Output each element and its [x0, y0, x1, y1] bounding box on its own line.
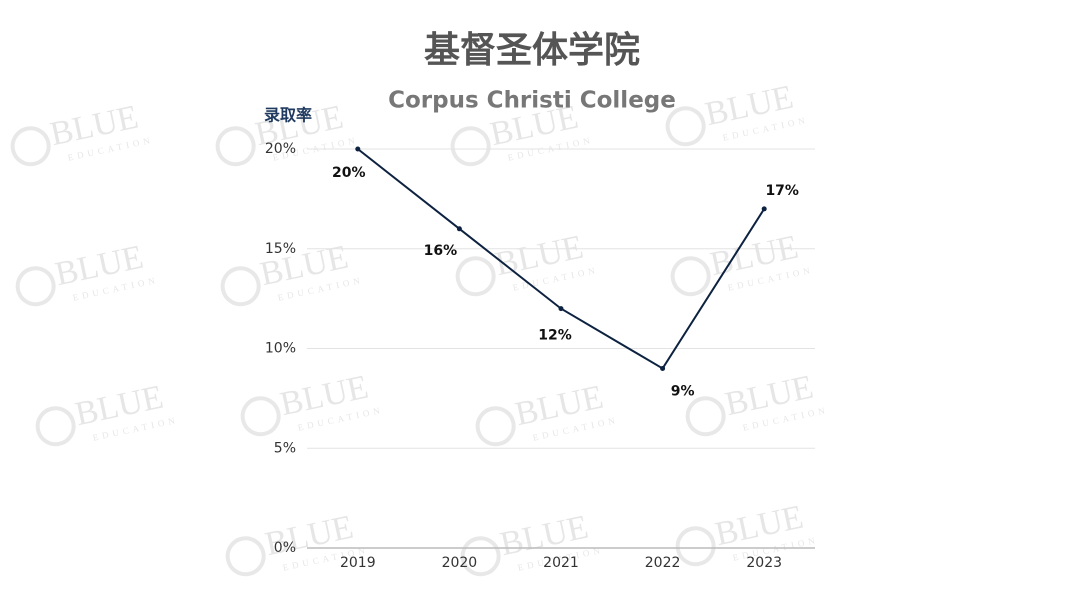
- y-tick-label: 20%: [265, 141, 296, 157]
- y-axis-label: 录取率: [264, 106, 312, 125]
- value-label: 9%: [671, 383, 695, 399]
- watermark-badge: [670, 256, 711, 297]
- watermark-badge: [675, 526, 716, 567]
- x-tick-label: 2019: [340, 555, 376, 571]
- y-tick-label: 5%: [274, 440, 296, 456]
- chart-subtitle: Corpus Christi College: [388, 88, 676, 114]
- x-tick-label: 2022: [645, 555, 681, 571]
- watermark-badge: [240, 396, 281, 437]
- point: [456, 226, 462, 232]
- x-tick-label: 2021: [543, 555, 579, 571]
- point: [660, 365, 666, 371]
- value-label: 12%: [538, 328, 572, 344]
- watermark-badge: [215, 126, 256, 167]
- watermark-badge: [15, 266, 56, 307]
- value-label: 20%: [332, 165, 366, 181]
- watermark-badge: [665, 106, 706, 147]
- x-tick-label: 2020: [442, 555, 478, 571]
- y-tick-label: 0%: [274, 540, 296, 556]
- watermark-badge: [450, 126, 491, 167]
- watermark-badge: [225, 536, 266, 577]
- watermark-badge: [35, 406, 76, 447]
- watermark-badge: [460, 536, 501, 577]
- watermark-badge: [220, 266, 261, 307]
- x-tick-label: 2023: [746, 555, 782, 571]
- chart-title: 基督圣体学院: [424, 29, 640, 71]
- watermark-badge: [10, 126, 51, 167]
- point: [558, 306, 564, 312]
- watermark-badge: [455, 256, 496, 297]
- point: [761, 206, 767, 212]
- point: [355, 146, 361, 152]
- watermark-badge: [685, 396, 726, 437]
- watermark-badge: [475, 406, 516, 447]
- y-tick-label: 10%: [265, 341, 296, 357]
- y-tick-label: 15%: [265, 241, 296, 257]
- value-label: 17%: [765, 183, 799, 199]
- value-label: 16%: [424, 243, 458, 259]
